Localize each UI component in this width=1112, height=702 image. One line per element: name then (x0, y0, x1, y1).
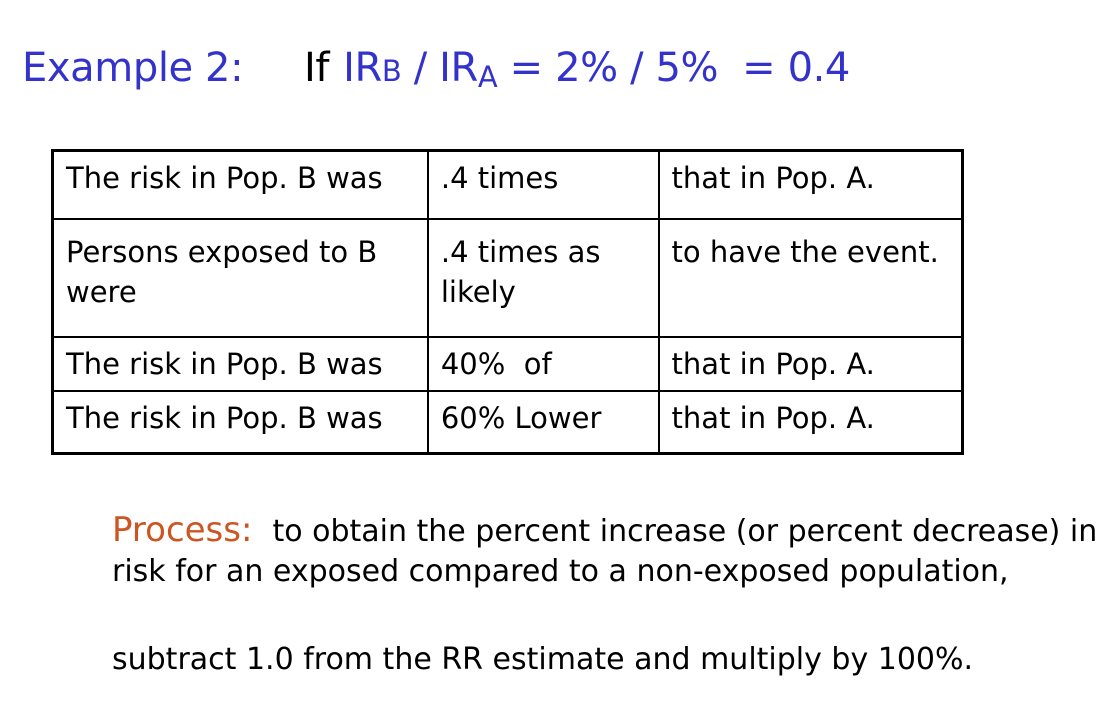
table-cell: that in Pop. A. (657, 149, 964, 220)
table-cell: The risk in Pop. B was (51, 336, 429, 392)
table-cell: 60% Lower (426, 390, 660, 455)
table-cell: that in Pop. A. (657, 390, 964, 455)
table-row: The risk in Pop. B was .4 times that in … (51, 149, 964, 220)
equation-result: = 0.4 (742, 45, 850, 91)
process-step: subtract 1.0 from the RR estimate and mu… (112, 642, 974, 677)
table-row: The risk in Pop. B was 40% of that in Po… (51, 336, 964, 392)
process-label: Process: (112, 510, 253, 550)
slide-title: Example 2: If IRB / IRA = 2% / 5% = 0.4 (22, 40, 850, 96)
interpretation-table: The risk in Pop. B was .4 times that in … (51, 149, 964, 455)
ir-b-text: IR (343, 45, 382, 91)
ir-a-text: IR (439, 45, 478, 91)
table-cell: .4 times as likely (426, 218, 660, 338)
ir-a-term: IRA (439, 45, 498, 94)
table-cell: The risk in Pop. B was (51, 149, 429, 220)
ir-b-subscript: B (381, 54, 402, 88)
table-cell: that in Pop. A. (657, 336, 964, 392)
table-cell: .4 times (426, 149, 660, 220)
table-cell: to have the event. (657, 218, 964, 338)
ir-b-term: IRB (343, 45, 402, 91)
ir-a-subscript: A (477, 60, 498, 94)
table-cell: 40% of (426, 336, 660, 392)
division-slash: / (401, 45, 440, 91)
table-row: Persons exposed to B were .4 times as li… (51, 218, 964, 338)
if-word: If (304, 45, 330, 91)
process-text: to obtain the percent increase (or perce… (112, 514, 1098, 589)
table-cell: The risk in Pop. B was (51, 390, 429, 455)
example-label: Example 2: (22, 45, 244, 91)
table-row: The risk in Pop. B was 60% Lower that in… (51, 390, 964, 455)
equation-rest: = 2% / 5% (497, 45, 719, 91)
process-paragraph: Process: to obtain the percent increase (… (112, 510, 1112, 592)
table-cell: Persons exposed to B were (51, 218, 429, 338)
